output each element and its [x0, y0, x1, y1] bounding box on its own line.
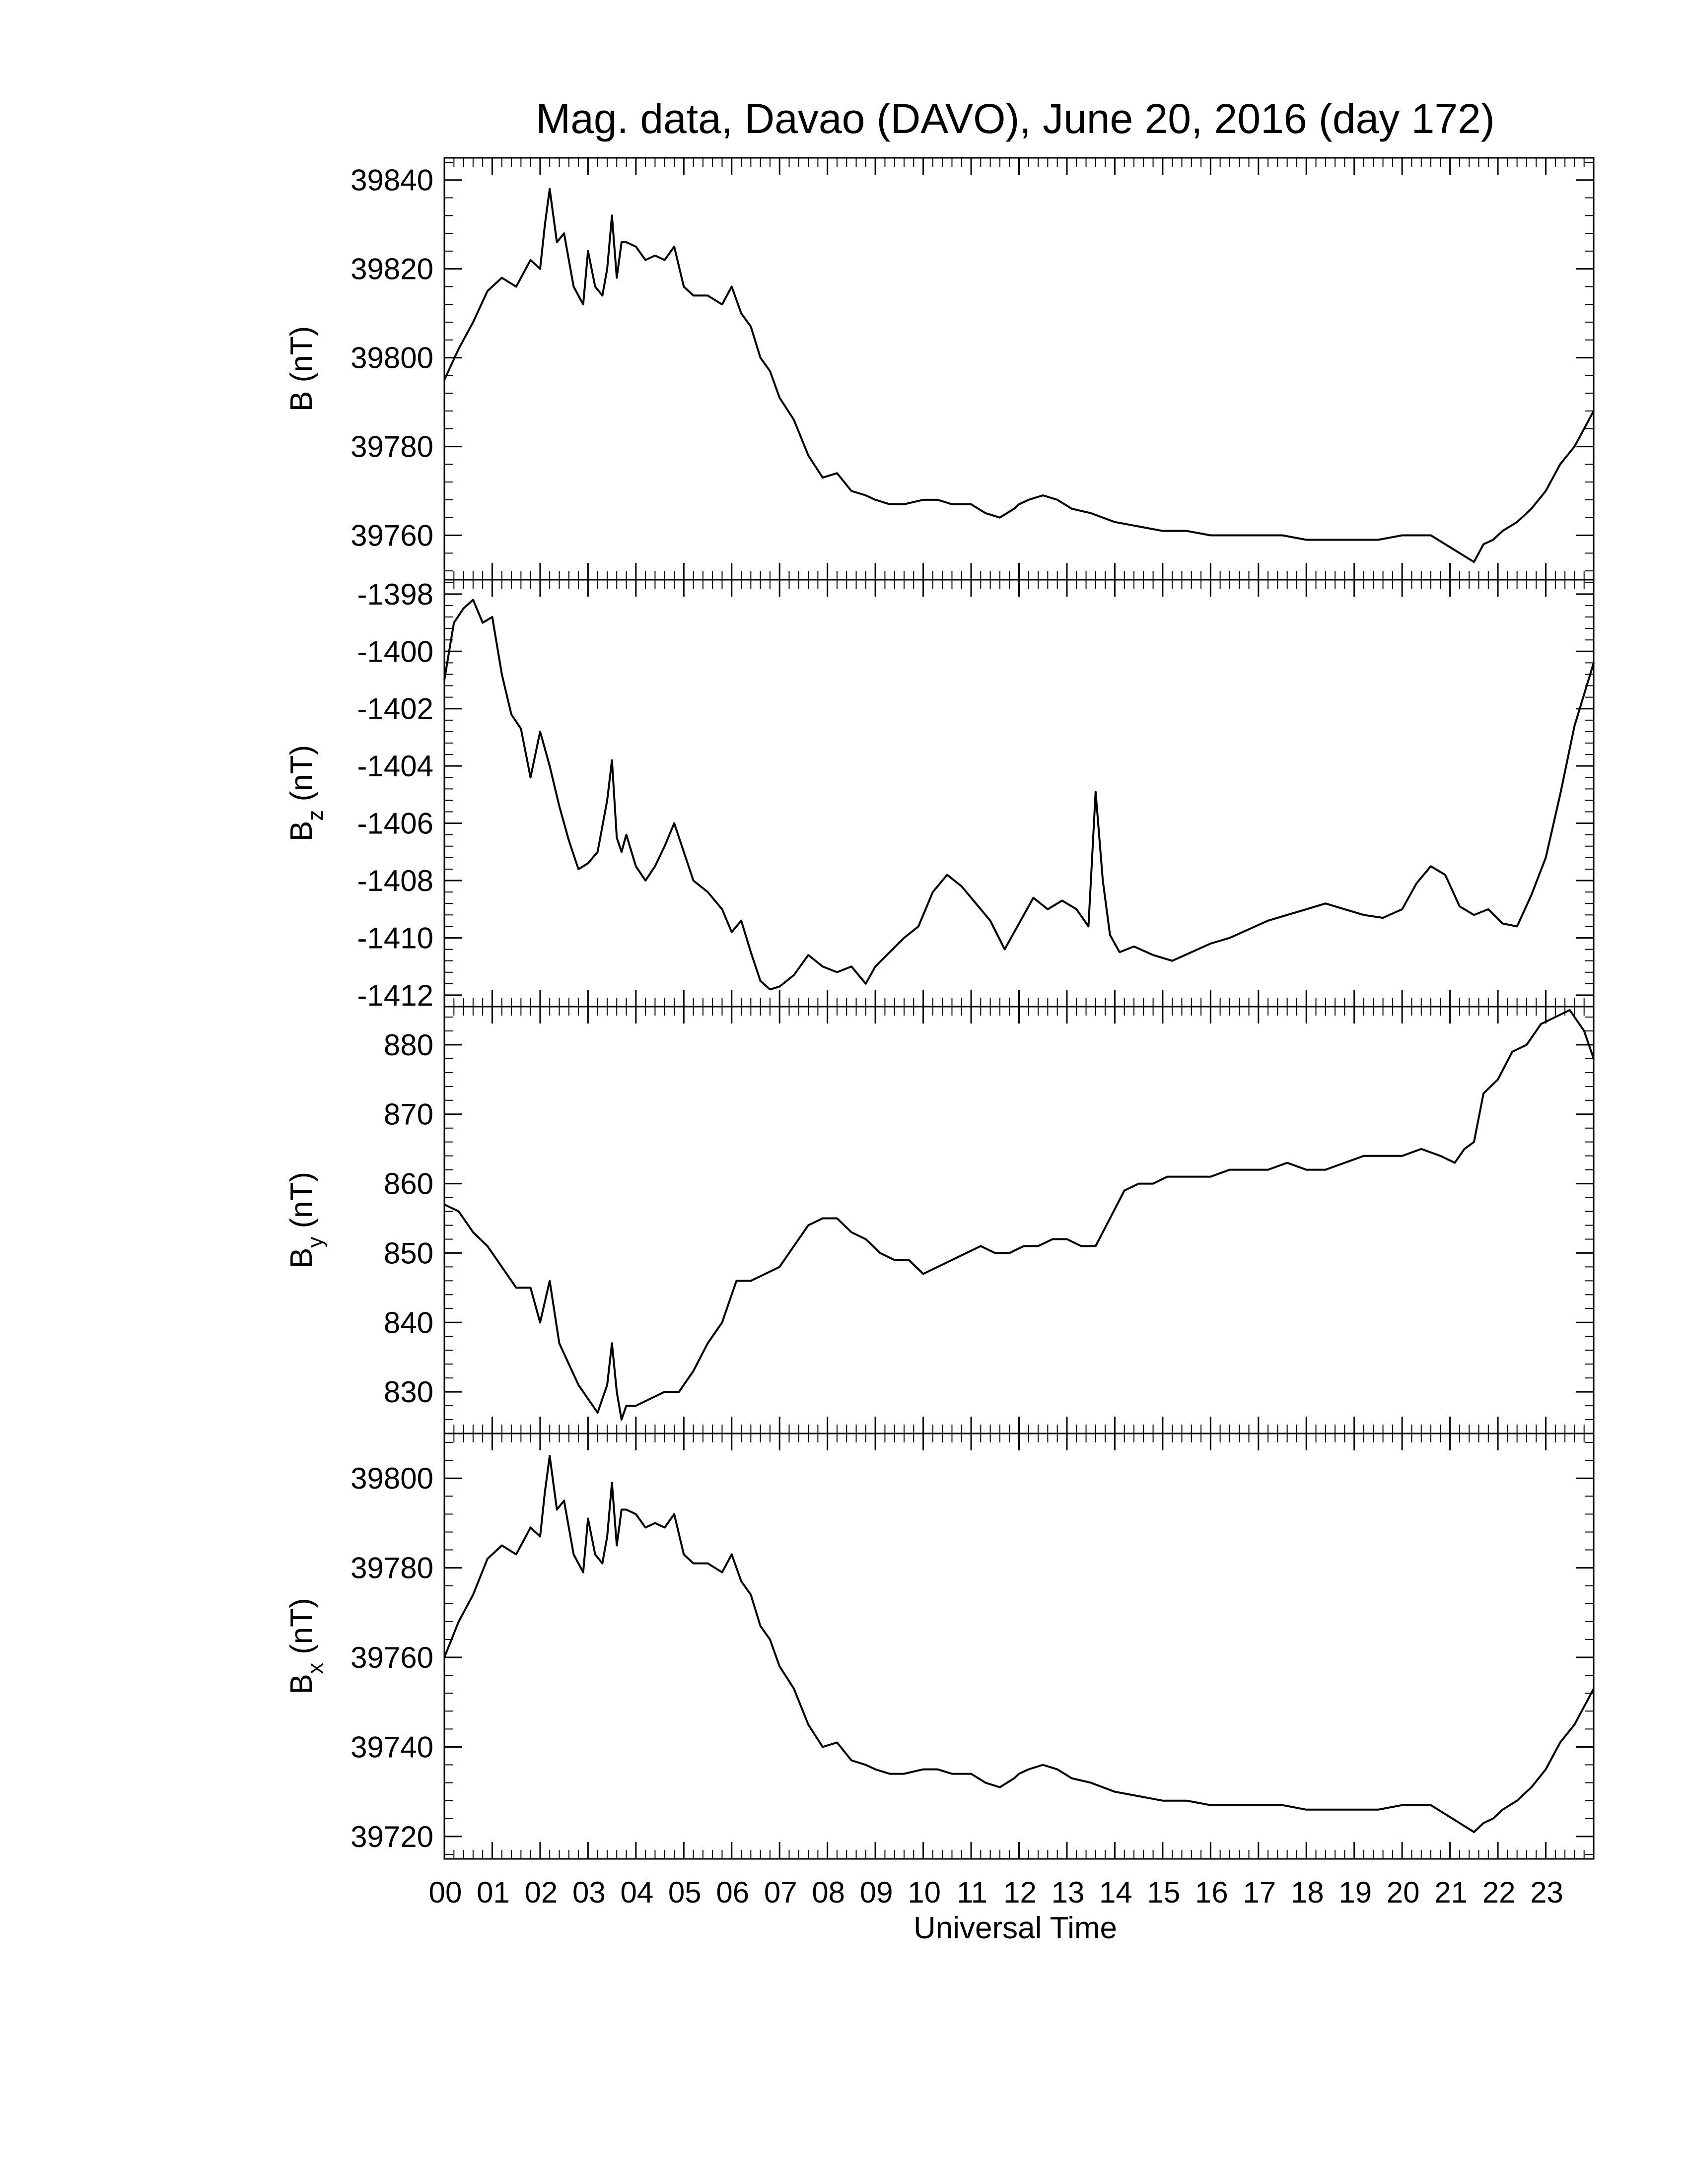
- y-tick-label: 840: [384, 1306, 433, 1339]
- panels-group: 39760 39780 39800 39820 39840 B (nT) -1398 -140…: [284, 157, 1595, 1860]
- y-tick-label: 39760: [351, 1641, 433, 1674]
- x-tick-label: 03: [572, 1876, 606, 1909]
- x-tick-label: 22: [1482, 1876, 1516, 1909]
- series-line-bz: [443, 599, 1595, 991]
- y-tick-label: -1408: [357, 864, 433, 897]
- x-tick-label: 12: [1003, 1876, 1037, 1909]
- panel-frame: [443, 1006, 1595, 1434]
- x-tick-label: 23: [1530, 1876, 1563, 1909]
- x-tick-label: 08: [812, 1876, 845, 1909]
- x-tick-labels: 00 01 02 03 04 05 06 07 08 09 10 11 12 13 14 15 16 17 18 19…: [429, 1876, 1563, 1909]
- x-tick-label: 05: [668, 1876, 702, 1909]
- panel-frame: [443, 1433, 1595, 1860]
- x-axis-label: Universal Time: [914, 1911, 1117, 1945]
- x-tick-label: 10: [908, 1876, 941, 1909]
- y-tick-label: -1410: [357, 921, 433, 955]
- panel-frame: [443, 579, 1595, 1008]
- panel-by: 830 840 850 860 870 880 By (nT): [284, 1006, 1595, 1434]
- y-tick-label: -1398: [357, 578, 433, 611]
- x-tick-label: 06: [716, 1876, 749, 1909]
- x-tick-label: 18: [1291, 1876, 1324, 1909]
- x-tick-label: 07: [764, 1876, 797, 1909]
- x-tick-label: 14: [1099, 1876, 1132, 1909]
- y-tick-label: -1400: [357, 635, 433, 668]
- y-tick-label: 39720: [351, 1820, 433, 1853]
- y-tick-label: 860: [384, 1167, 433, 1201]
- series-line-by: [444, 1009, 1595, 1421]
- y-tick-label: 39740: [351, 1730, 433, 1764]
- y-axis-label: By (nT): [284, 1172, 328, 1268]
- y-tick-label: 39840: [351, 164, 433, 197]
- series-line-bx: [443, 1455, 1595, 1833]
- chart-title: Mag. data, Davao (DAVO), June 20, 2016 (…: [536, 95, 1495, 142]
- y-tick-label: -1406: [357, 807, 433, 840]
- y-tick-label: 39800: [351, 1462, 433, 1495]
- y-tick-label: 39820: [351, 253, 433, 286]
- x-tick-label: 16: [1195, 1876, 1228, 1909]
- y-tick-label: 39780: [351, 1552, 433, 1585]
- y-tick-label: 880: [384, 1028, 433, 1062]
- x-tick-label: 04: [620, 1876, 653, 1909]
- x-tick-label: 19: [1338, 1876, 1372, 1909]
- x-tick-label: 01: [477, 1876, 510, 1909]
- y-tick-label: -1404: [357, 750, 433, 783]
- x-tick-label: 02: [525, 1876, 558, 1909]
- y-tick-label: 39800: [351, 341, 433, 375]
- y-tick-label: 850: [384, 1236, 433, 1270]
- panel-bz: -1398 -1400 -1402 -1404 -1406 -1408 -1410 -1412…: [284, 578, 1595, 1012]
- y-tick-label: -1412: [357, 979, 433, 1012]
- x-tick-label: 17: [1243, 1876, 1276, 1909]
- x-tick-label: 11: [957, 1876, 987, 1909]
- panel-bx: 39720 39740 39760 39780 39800 Bx (nT): [284, 1433, 1595, 1860]
- x-tick-label: 09: [860, 1876, 893, 1909]
- x-tick-label: 20: [1387, 1876, 1420, 1909]
- x-tick-label: 21: [1434, 1876, 1468, 1909]
- y-tick-label: 39780: [351, 430, 433, 464]
- x-tick-label: 00: [429, 1876, 462, 1909]
- x-tick-label: 13: [1052, 1876, 1085, 1909]
- y-tick-label: 870: [384, 1098, 433, 1131]
- y-tick-label: 830: [384, 1375, 433, 1409]
- y-tick-label: -1402: [357, 692, 433, 726]
- y-tick-label: 39760: [351, 519, 433, 552]
- y-axis-label: Bx (nT): [284, 1598, 328, 1694]
- panel-b: 39760 39780 39800 39820 39840 B (nT): [284, 157, 1595, 581]
- series-line-b: [443, 188, 1595, 563]
- y-axis-label: Bz (nT): [284, 745, 328, 841]
- y-axis-label: B (nT): [284, 326, 319, 411]
- x-tick-label: 15: [1147, 1876, 1181, 1909]
- panel-frame: [443, 157, 1595, 581]
